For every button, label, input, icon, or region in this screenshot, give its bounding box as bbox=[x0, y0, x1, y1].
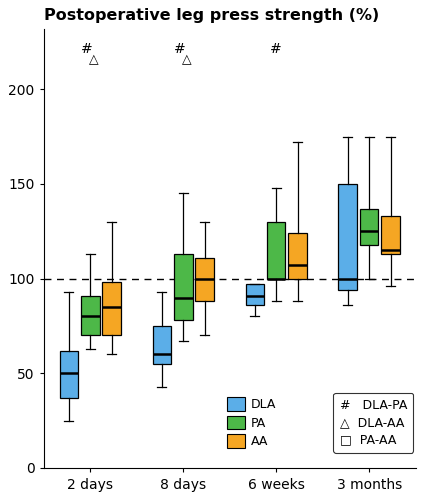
PathPatch shape bbox=[360, 208, 379, 244]
PathPatch shape bbox=[338, 184, 357, 290]
PathPatch shape bbox=[288, 233, 307, 278]
PathPatch shape bbox=[174, 254, 192, 320]
PathPatch shape bbox=[81, 296, 100, 336]
Text: △: △ bbox=[182, 54, 192, 66]
Legend: #   DLA-PA, △  DLA-AA, □  PA-AA: # DLA-PA, △ DLA-AA, □ PA-AA bbox=[333, 392, 413, 453]
PathPatch shape bbox=[102, 282, 121, 336]
PathPatch shape bbox=[381, 216, 400, 254]
PathPatch shape bbox=[245, 284, 264, 305]
PathPatch shape bbox=[153, 326, 171, 364]
Text: #: # bbox=[173, 42, 185, 56]
PathPatch shape bbox=[267, 222, 285, 278]
PathPatch shape bbox=[59, 350, 78, 398]
Text: #: # bbox=[81, 42, 92, 56]
PathPatch shape bbox=[195, 258, 214, 302]
Text: #: # bbox=[271, 42, 282, 56]
Text: Postoperative leg press strength (%): Postoperative leg press strength (%) bbox=[44, 8, 379, 24]
Text: △: △ bbox=[89, 54, 99, 66]
